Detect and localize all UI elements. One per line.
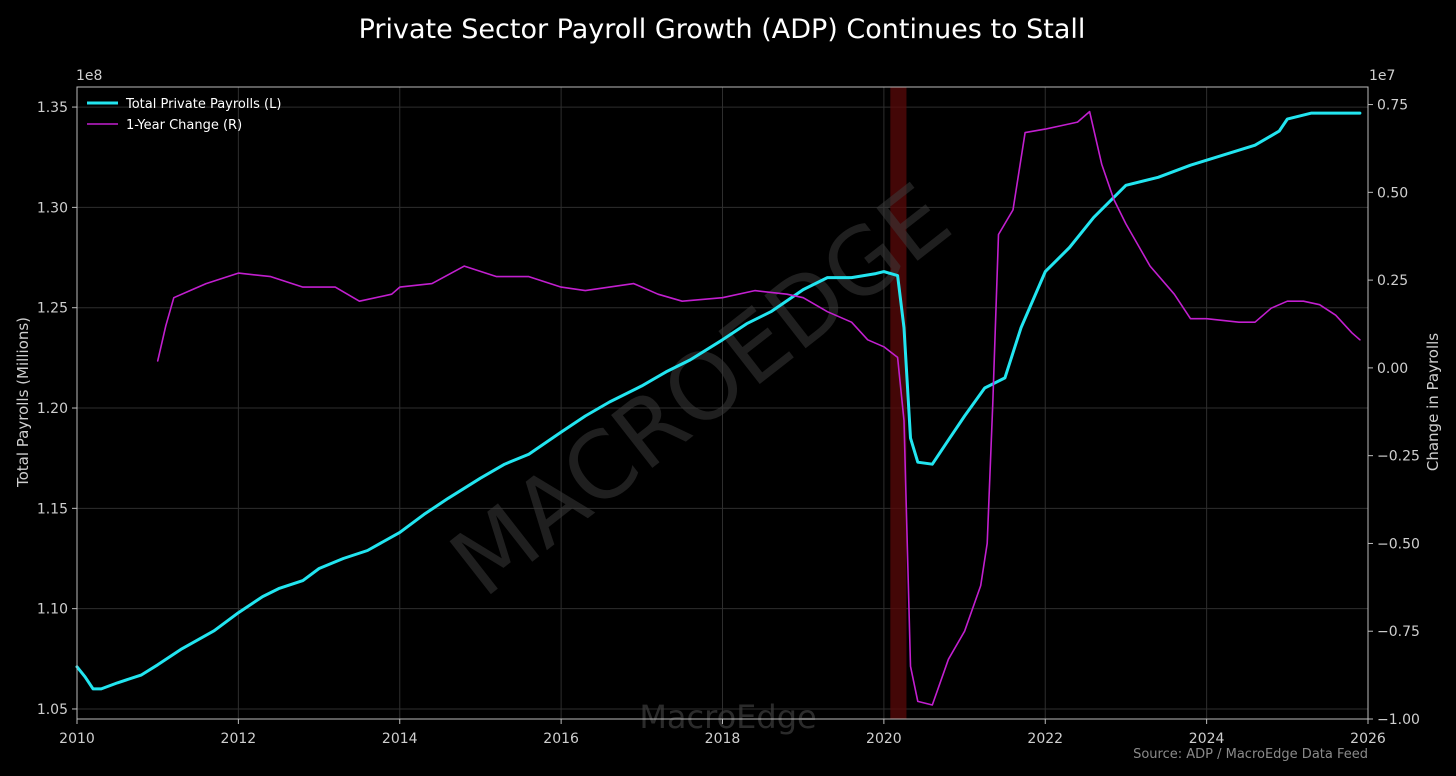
recession-shading bbox=[890, 87, 907, 719]
y-right-tick-label: 0.00 bbox=[1377, 361, 1408, 377]
x-tick-label: 2020 bbox=[866, 731, 902, 747]
x-tick-label: 2018 bbox=[705, 731, 741, 747]
y-left-tick-label: 1.20 bbox=[37, 401, 68, 417]
x-tick-label: 2016 bbox=[543, 731, 579, 747]
x-tick-label: 2012 bbox=[221, 731, 257, 747]
y-right-tick-label: −0.50 bbox=[1377, 536, 1420, 552]
x-tick-label: 2022 bbox=[1027, 731, 1063, 747]
source-note: Source: ADP / MacroEdge Data Feed bbox=[1133, 747, 1368, 762]
y-left-tick-label: 1.25 bbox=[37, 301, 68, 317]
x-tick-label: 2026 bbox=[1350, 731, 1386, 747]
series-lines bbox=[75, 110, 1362, 706]
axis-ticks: 2010 2012 2014 2016 2018 2020 2022 2024 2026 1.05… bbox=[37, 98, 1420, 747]
x-tick-label: 2014 bbox=[382, 731, 418, 747]
y-right-tick-label: 0.75 bbox=[1377, 98, 1408, 114]
right-axis-label: Change in Payrolls bbox=[1424, 333, 1442, 471]
y-right-tick-label: −1.00 bbox=[1377, 712, 1420, 728]
chart-title: Private Sector Payroll Growth (ADP) Cont… bbox=[359, 14, 1086, 45]
legend: Total Private Payrolls (L) 1-Year Change… bbox=[87, 97, 281, 133]
y-right-tick-label: −0.25 bbox=[1377, 449, 1420, 465]
legend-label-payrolls: Total Private Payrolls (L) bbox=[125, 97, 281, 112]
left-axis-label: Total Payrolls (Millions) bbox=[14, 317, 32, 488]
series-line-one-year-change bbox=[156, 110, 1361, 706]
right-offset-text: 1e7 bbox=[1369, 68, 1395, 84]
watermark-bottom: MacroEdge bbox=[639, 698, 816, 736]
legend-label-change: 1-Year Change (R) bbox=[126, 118, 242, 133]
y-right-tick-label: −0.75 bbox=[1377, 624, 1420, 640]
y-left-tick-label: 1.30 bbox=[37, 200, 68, 216]
y-left-tick-label: 1.05 bbox=[37, 702, 68, 718]
y-right-tick-label: 0.25 bbox=[1377, 273, 1408, 289]
y-right-tick-label: 0.50 bbox=[1377, 185, 1408, 201]
y-left-tick-label: 1.15 bbox=[37, 501, 68, 517]
y-left-tick-label: 1.35 bbox=[37, 100, 68, 116]
series-line-total-payrolls bbox=[75, 111, 1362, 691]
x-tick-label: 2010 bbox=[59, 731, 95, 747]
left-offset-text: 1e8 bbox=[76, 68, 102, 84]
y-left-tick-label: 1.10 bbox=[37, 602, 68, 618]
x-tick-label: 2024 bbox=[1189, 731, 1225, 747]
